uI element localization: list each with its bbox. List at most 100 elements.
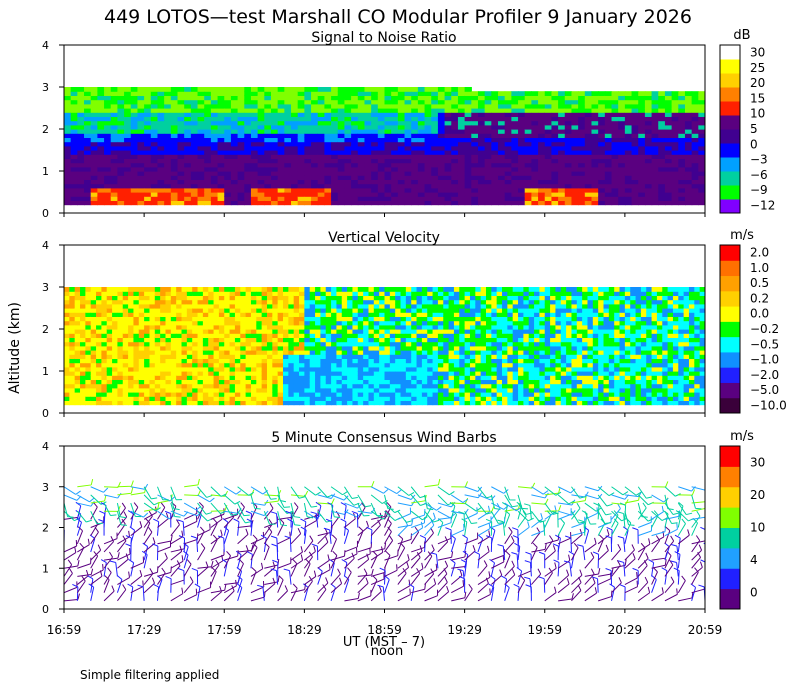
velocity-cell (208, 392, 215, 397)
velocity-cell (363, 312, 370, 317)
velocity-cell (325, 312, 332, 317)
snr-cell (157, 183, 165, 189)
velocity-cell (218, 316, 225, 322)
snr-cell (377, 124, 386, 130)
snr-cell (250, 150, 259, 155)
snr-cell (391, 87, 399, 92)
velocity-cell (485, 400, 492, 406)
velocity-cell (309, 396, 316, 401)
velocity-cell (85, 312, 92, 317)
snr-cell (638, 187, 646, 193)
snr-cell (691, 141, 699, 147)
snr-cell (437, 108, 446, 113)
snr-cell (678, 150, 686, 155)
velocity-cell (315, 329, 321, 334)
velocity-cell (181, 287, 188, 292)
snr-cell (598, 171, 606, 176)
velocity-cell (245, 341, 252, 347)
velocity-cell (437, 329, 444, 334)
velocity-cell (106, 366, 113, 372)
velocity-cell (443, 366, 450, 372)
velocity-cell (507, 379, 514, 385)
velocity-cell (283, 291, 289, 296)
velocity-cell (96, 371, 102, 376)
snr-cell (224, 103, 232, 109)
snr-cell (270, 87, 279, 92)
velocity-cell (229, 299, 236, 305)
velocity-cell (475, 383, 482, 389)
snr-cell (197, 187, 205, 193)
snr-cell (558, 133, 566, 138)
velocity-cell (64, 324, 70, 330)
velocity-cell (427, 375, 434, 380)
snr-cell (691, 145, 699, 151)
velocity-cell (106, 316, 113, 322)
snr-cell (291, 91, 299, 96)
snr-cell (498, 133, 506, 138)
snr-cell (611, 124, 619, 130)
snr-cell (578, 120, 586, 126)
velocity-cell (459, 299, 466, 305)
velocity-cell (357, 337, 364, 343)
velocity-cell (240, 362, 247, 368)
snr-cell (130, 175, 139, 180)
snr-cell (384, 124, 392, 130)
velocity-cell (320, 371, 327, 376)
velocity-cell (165, 362, 172, 368)
velocity-cell (315, 396, 321, 401)
snr-cell (104, 179, 112, 185)
velocity-cell (357, 371, 364, 376)
velocity-cell (411, 375, 418, 380)
snr-cell (277, 154, 285, 159)
velocity-cell (149, 400, 156, 406)
snr-cell (184, 141, 192, 147)
velocity-cell (144, 287, 151, 292)
velocity-cell (90, 329, 97, 334)
snr-cell (277, 162, 285, 168)
snr-cell (417, 166, 426, 172)
velocity-cell (256, 320, 263, 326)
snr-cell (137, 200, 145, 206)
velocity-cell (186, 287, 193, 292)
velocity-cell (160, 333, 167, 338)
snr-cell (244, 87, 252, 92)
velocity-cell (448, 312, 455, 317)
velocity-cell (192, 392, 199, 397)
velocity-cell (384, 387, 391, 393)
velocity-cell (443, 329, 450, 334)
velocity-cell (288, 345, 295, 351)
snr-cell (558, 183, 566, 189)
velocity-cell (379, 392, 386, 397)
snr-cell (631, 158, 639, 164)
velocity-cell (101, 333, 108, 338)
snr-cell (177, 154, 185, 159)
snr-cell (257, 108, 265, 113)
velocity-cell (304, 387, 311, 393)
velocity-cell (485, 329, 492, 334)
snr-cell (351, 183, 359, 189)
snr-cell (84, 175, 92, 180)
velocity-cell (357, 383, 364, 389)
snr-cell (477, 108, 486, 113)
velocity-cell (336, 303, 343, 309)
velocity-cell (464, 371, 471, 376)
snr-cell (264, 145, 272, 151)
velocity-cell (74, 341, 81, 347)
snr-cell (97, 133, 105, 138)
velocity-cell (411, 396, 418, 401)
velocity-cell (491, 379, 498, 385)
velocity-cell (283, 400, 289, 406)
snr-cell (558, 196, 566, 201)
velocity-cell (480, 316, 487, 322)
velocity-cell (427, 295, 434, 301)
snr-cell (297, 108, 305, 113)
velocity-cell (448, 299, 455, 305)
velocity-cell (133, 379, 140, 385)
velocity-cell (395, 362, 402, 368)
snr-cell (331, 137, 339, 143)
snr-cell (304, 120, 312, 126)
velocity-cell (202, 400, 209, 406)
velocity-cell (331, 371, 338, 376)
snr-cell (217, 171, 225, 176)
velocity-cell (160, 316, 167, 322)
